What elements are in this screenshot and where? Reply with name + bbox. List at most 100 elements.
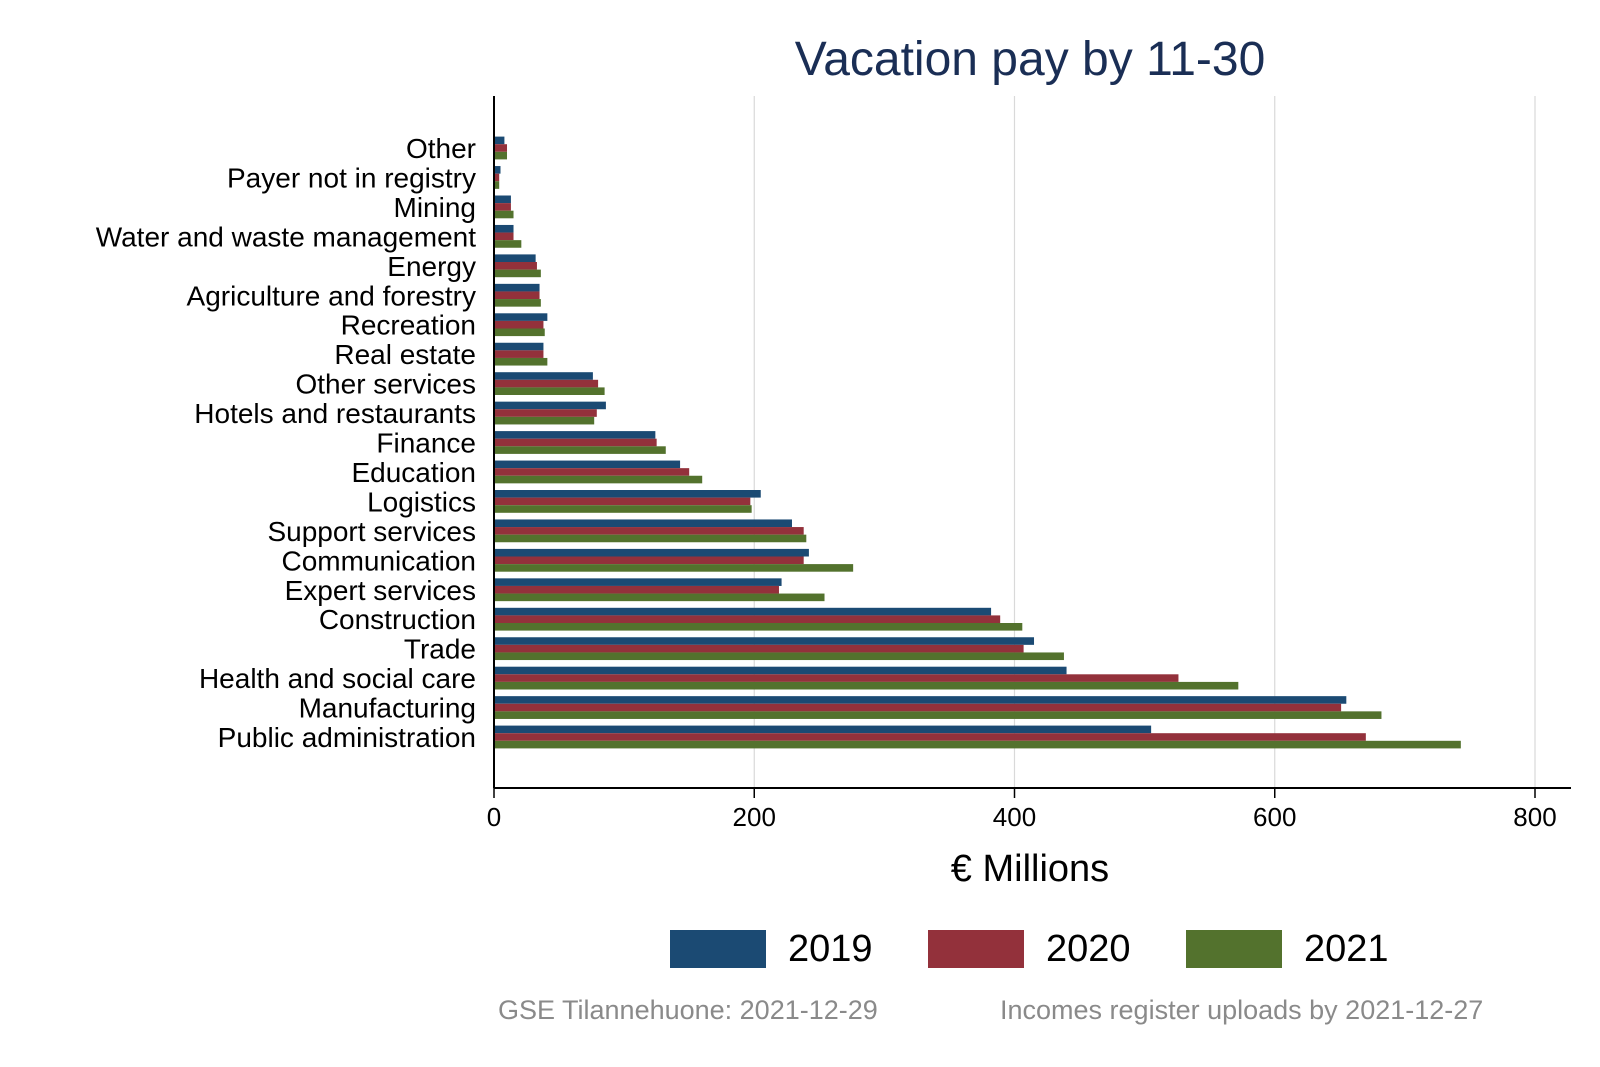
bar-2020-5 [494, 262, 537, 270]
bar-2021-16 [494, 593, 825, 602]
bar-2019-14 [494, 519, 792, 528]
bar-2019-9 [494, 372, 593, 380]
bar-2020-4 [494, 232, 514, 241]
footer-note: Incomes register uploads by 2021-12-27 [1000, 995, 1484, 1025]
bar-2021-9 [494, 387, 605, 395]
bar-2019-8 [494, 342, 544, 351]
category-label: Finance [376, 428, 476, 459]
legend-swatch-2020 [928, 930, 1024, 968]
bar-2021-2 [494, 181, 500, 189]
bar-2019-13 [494, 490, 761, 498]
bar-2019-1 [494, 136, 505, 145]
legend-label-2021: 2021 [1304, 927, 1389, 970]
category-label: Agriculture and forestry [187, 280, 476, 311]
bar-2019-10 [494, 401, 606, 410]
bar-2021-8 [494, 357, 548, 366]
category-label: Recreation [341, 310, 476, 341]
legend-item-2020: 2020 [928, 924, 1131, 974]
category-label: Water and waste management [96, 221, 476, 252]
bar-2021-11 [494, 446, 666, 454]
bar-2021-10 [494, 416, 595, 425]
category-label: Other services [296, 369, 477, 400]
bar-2019-2 [494, 166, 501, 174]
legend-swatch-2021 [1186, 930, 1282, 968]
bar-2020-6 [494, 291, 540, 300]
bar-2019-15 [494, 548, 809, 557]
bar-2019-19 [494, 666, 1067, 675]
category-label: Support services [267, 516, 476, 547]
legend-label-2019: 2019 [788, 927, 873, 970]
bar-2019-17 [494, 607, 992, 616]
bar-2021-6 [494, 299, 541, 307]
bar-2021-15 [494, 564, 854, 572]
bar-2020-8 [494, 350, 544, 358]
legend-item-2021: 2021 [1186, 924, 1389, 974]
bar-2019-7 [494, 313, 548, 321]
bar-2019-18 [494, 637, 1035, 645]
bar-2020-17 [494, 615, 1001, 623]
category-label: Expert services [285, 575, 476, 606]
bar-2019-5 [494, 254, 536, 262]
category-label: Manufacturing [299, 693, 476, 724]
category-label: Mining [394, 192, 476, 223]
bar-2020-12 [494, 468, 690, 476]
footer-source: GSE Tilannehuone: 2021-12-29 [498, 995, 878, 1025]
category-label: Trade [404, 634, 476, 665]
bar-2021-12 [494, 475, 703, 484]
x-tick-label: 200 [733, 802, 776, 832]
bar-2020-11 [494, 438, 657, 447]
bar-2019-16 [494, 578, 782, 586]
legend-swatch-2019 [670, 930, 766, 968]
bar-2019-12 [494, 460, 681, 469]
bar-2020-18 [494, 644, 1024, 653]
bar-2019-11 [494, 431, 656, 439]
bar-2019-6 [494, 283, 540, 292]
bar-2020-15 [494, 556, 804, 565]
category-label: Logistics [367, 486, 476, 517]
bar-2019-4 [494, 224, 514, 233]
bar-2019-3 [494, 195, 511, 204]
x-tick-label: 400 [993, 802, 1036, 832]
category-label: Health and social care [199, 663, 476, 694]
category-label: Hotels and restaurants [194, 398, 476, 429]
bar-2021-3 [494, 210, 514, 219]
x-tick-label: 600 [1253, 802, 1296, 832]
category-label: Communication [281, 545, 476, 576]
bar-2020-9 [494, 379, 599, 388]
category-label: Other [406, 133, 476, 164]
legend: 2019 2020 2021 [0, 924, 1600, 974]
legend-item-2019: 2019 [670, 924, 873, 974]
bar-2020-21 [494, 733, 1366, 741]
bar-2020-20 [494, 703, 1342, 712]
bar-2021-17 [494, 623, 1023, 631]
bar-2021-7 [494, 328, 545, 337]
bar-2021-18 [494, 652, 1064, 661]
bar-2021-14 [494, 534, 807, 543]
x-axis-label: € Millions [950, 848, 1110, 890]
bar-2021-20 [494, 711, 1382, 719]
bar-2020-2 [494, 173, 500, 182]
legend-label-2020: 2020 [1046, 927, 1131, 970]
chart-title: Vacation pay by 11-30 [794, 33, 1266, 86]
x-tick-label: 0 [487, 802, 501, 832]
category-label: Public administration [218, 722, 476, 753]
bar-2021-21 [494, 740, 1461, 749]
category-label: Education [351, 457, 476, 488]
bar-2021-5 [494, 269, 541, 278]
bar-2020-3 [494, 203, 511, 211]
bar-2020-7 [494, 320, 544, 329]
category-label: Payer not in registry [227, 162, 476, 193]
bar-2020-14 [494, 527, 804, 535]
category-label: Energy [387, 251, 476, 282]
bar-2021-13 [494, 505, 752, 513]
bar-2020-10 [494, 409, 597, 417]
bar-2020-13 [494, 497, 751, 506]
bar-2021-19 [494, 681, 1239, 690]
x-tick-label: 800 [1513, 802, 1556, 832]
bar-2020-16 [494, 585, 779, 594]
bar-2021-4 [494, 240, 522, 248]
bar-2019-20 [494, 696, 1347, 704]
category-label: Construction [319, 604, 476, 635]
